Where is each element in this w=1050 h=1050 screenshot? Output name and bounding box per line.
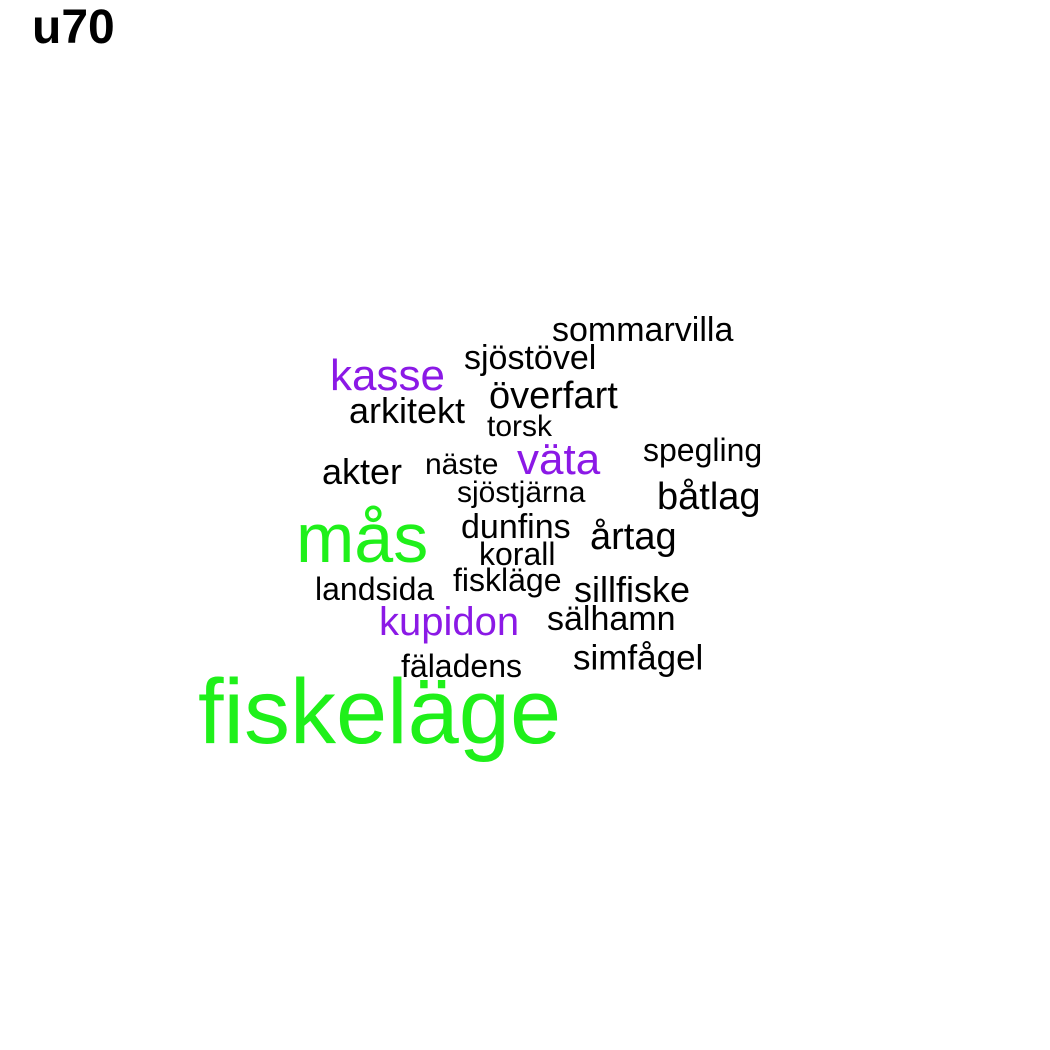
cloud-word: sjöstjärna xyxy=(457,476,586,509)
cloud-word: årtag xyxy=(590,516,677,558)
cloud-word: dunfins xyxy=(461,508,571,546)
page-title: u70 xyxy=(32,1,115,54)
cloud-word: arkitekt xyxy=(349,390,466,431)
cloud-word: näste xyxy=(425,448,499,481)
cloud-word: landsida xyxy=(315,571,435,607)
cloud-word: spegling xyxy=(643,432,763,468)
cloud-word: båtlag xyxy=(657,476,761,518)
cloud-word: korall xyxy=(479,536,556,572)
cloud-word: mås xyxy=(296,499,429,577)
cloud-word: kasse xyxy=(330,351,445,400)
cloud-word: fiskeläge xyxy=(198,661,562,763)
cloud-word: simfågel xyxy=(573,638,704,678)
cloud-word: kupidon xyxy=(379,600,520,644)
cloud-word: sälhamn xyxy=(547,600,676,638)
cloud-word: sommarvilla xyxy=(552,311,734,349)
cloud-word: överfart xyxy=(489,375,618,417)
cloud-word: akter xyxy=(322,451,403,492)
cloud-word: väta xyxy=(517,435,601,484)
cloud-word: fäladens xyxy=(401,648,522,684)
cloud-word: sjöstövel xyxy=(464,339,597,377)
cloud-word: sillfiske xyxy=(574,569,691,610)
cloud-word: torsk xyxy=(487,410,553,443)
cloud-word: fiskläge xyxy=(453,562,562,598)
